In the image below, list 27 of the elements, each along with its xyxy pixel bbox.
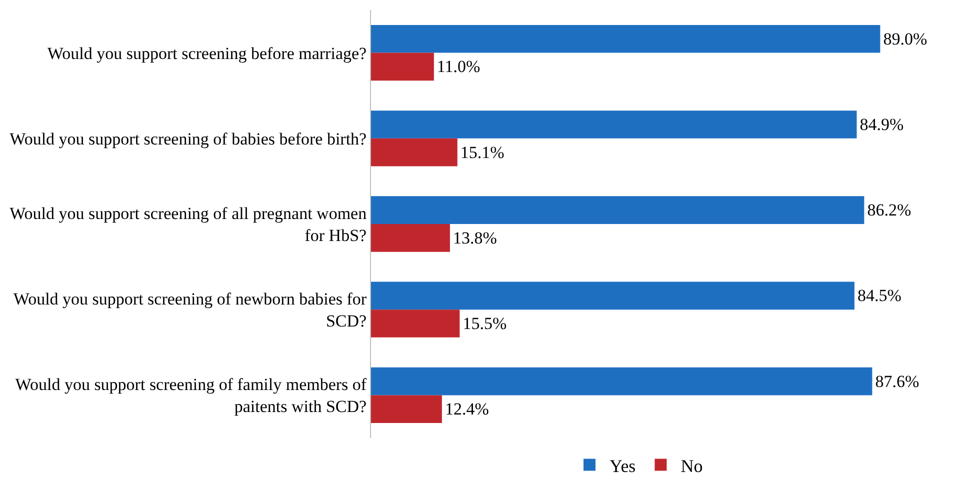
data-label: 15.5%: [462, 314, 507, 334]
y-tick-label: Would you support screening before marriage?: [47, 44, 367, 63]
data-label: 84.9%: [860, 114, 904, 134]
legend-label: No: [680, 456, 703, 476]
bar: [371, 138, 458, 166]
bar: [371, 310, 460, 338]
bar: [371, 196, 864, 224]
data-label: 12.4%: [444, 400, 489, 419]
bar: [371, 282, 854, 310]
data-label: 15.1%: [460, 142, 504, 162]
legend-label: Yes: [610, 456, 636, 476]
data-label: 87.6%: [875, 372, 920, 391]
data-label: 11.0%: [436, 57, 480, 76]
data-label: 86.2%: [867, 200, 912, 220]
data-label: 89.0%: [883, 29, 928, 48]
y-tick-label: Would you support screening of babies before birth?: [10, 129, 367, 148]
bar: [371, 395, 442, 424]
data-label: 13.8%: [452, 228, 497, 248]
y-tick-label: Would you support screening of newborn babies for SCD?: [13, 290, 367, 331]
bar: [371, 110, 857, 138]
bar: [371, 24, 880, 53]
bar: [371, 367, 872, 396]
y-tick-label: Would you support screening of family members of paitents with SCD?: [15, 375, 367, 416]
bar: [371, 52, 434, 81]
bar: [371, 224, 450, 252]
data-label: 84.5%: [857, 286, 902, 306]
y-tick-label: Would you support screening of all pregnant women for HbS?: [10, 204, 368, 245]
